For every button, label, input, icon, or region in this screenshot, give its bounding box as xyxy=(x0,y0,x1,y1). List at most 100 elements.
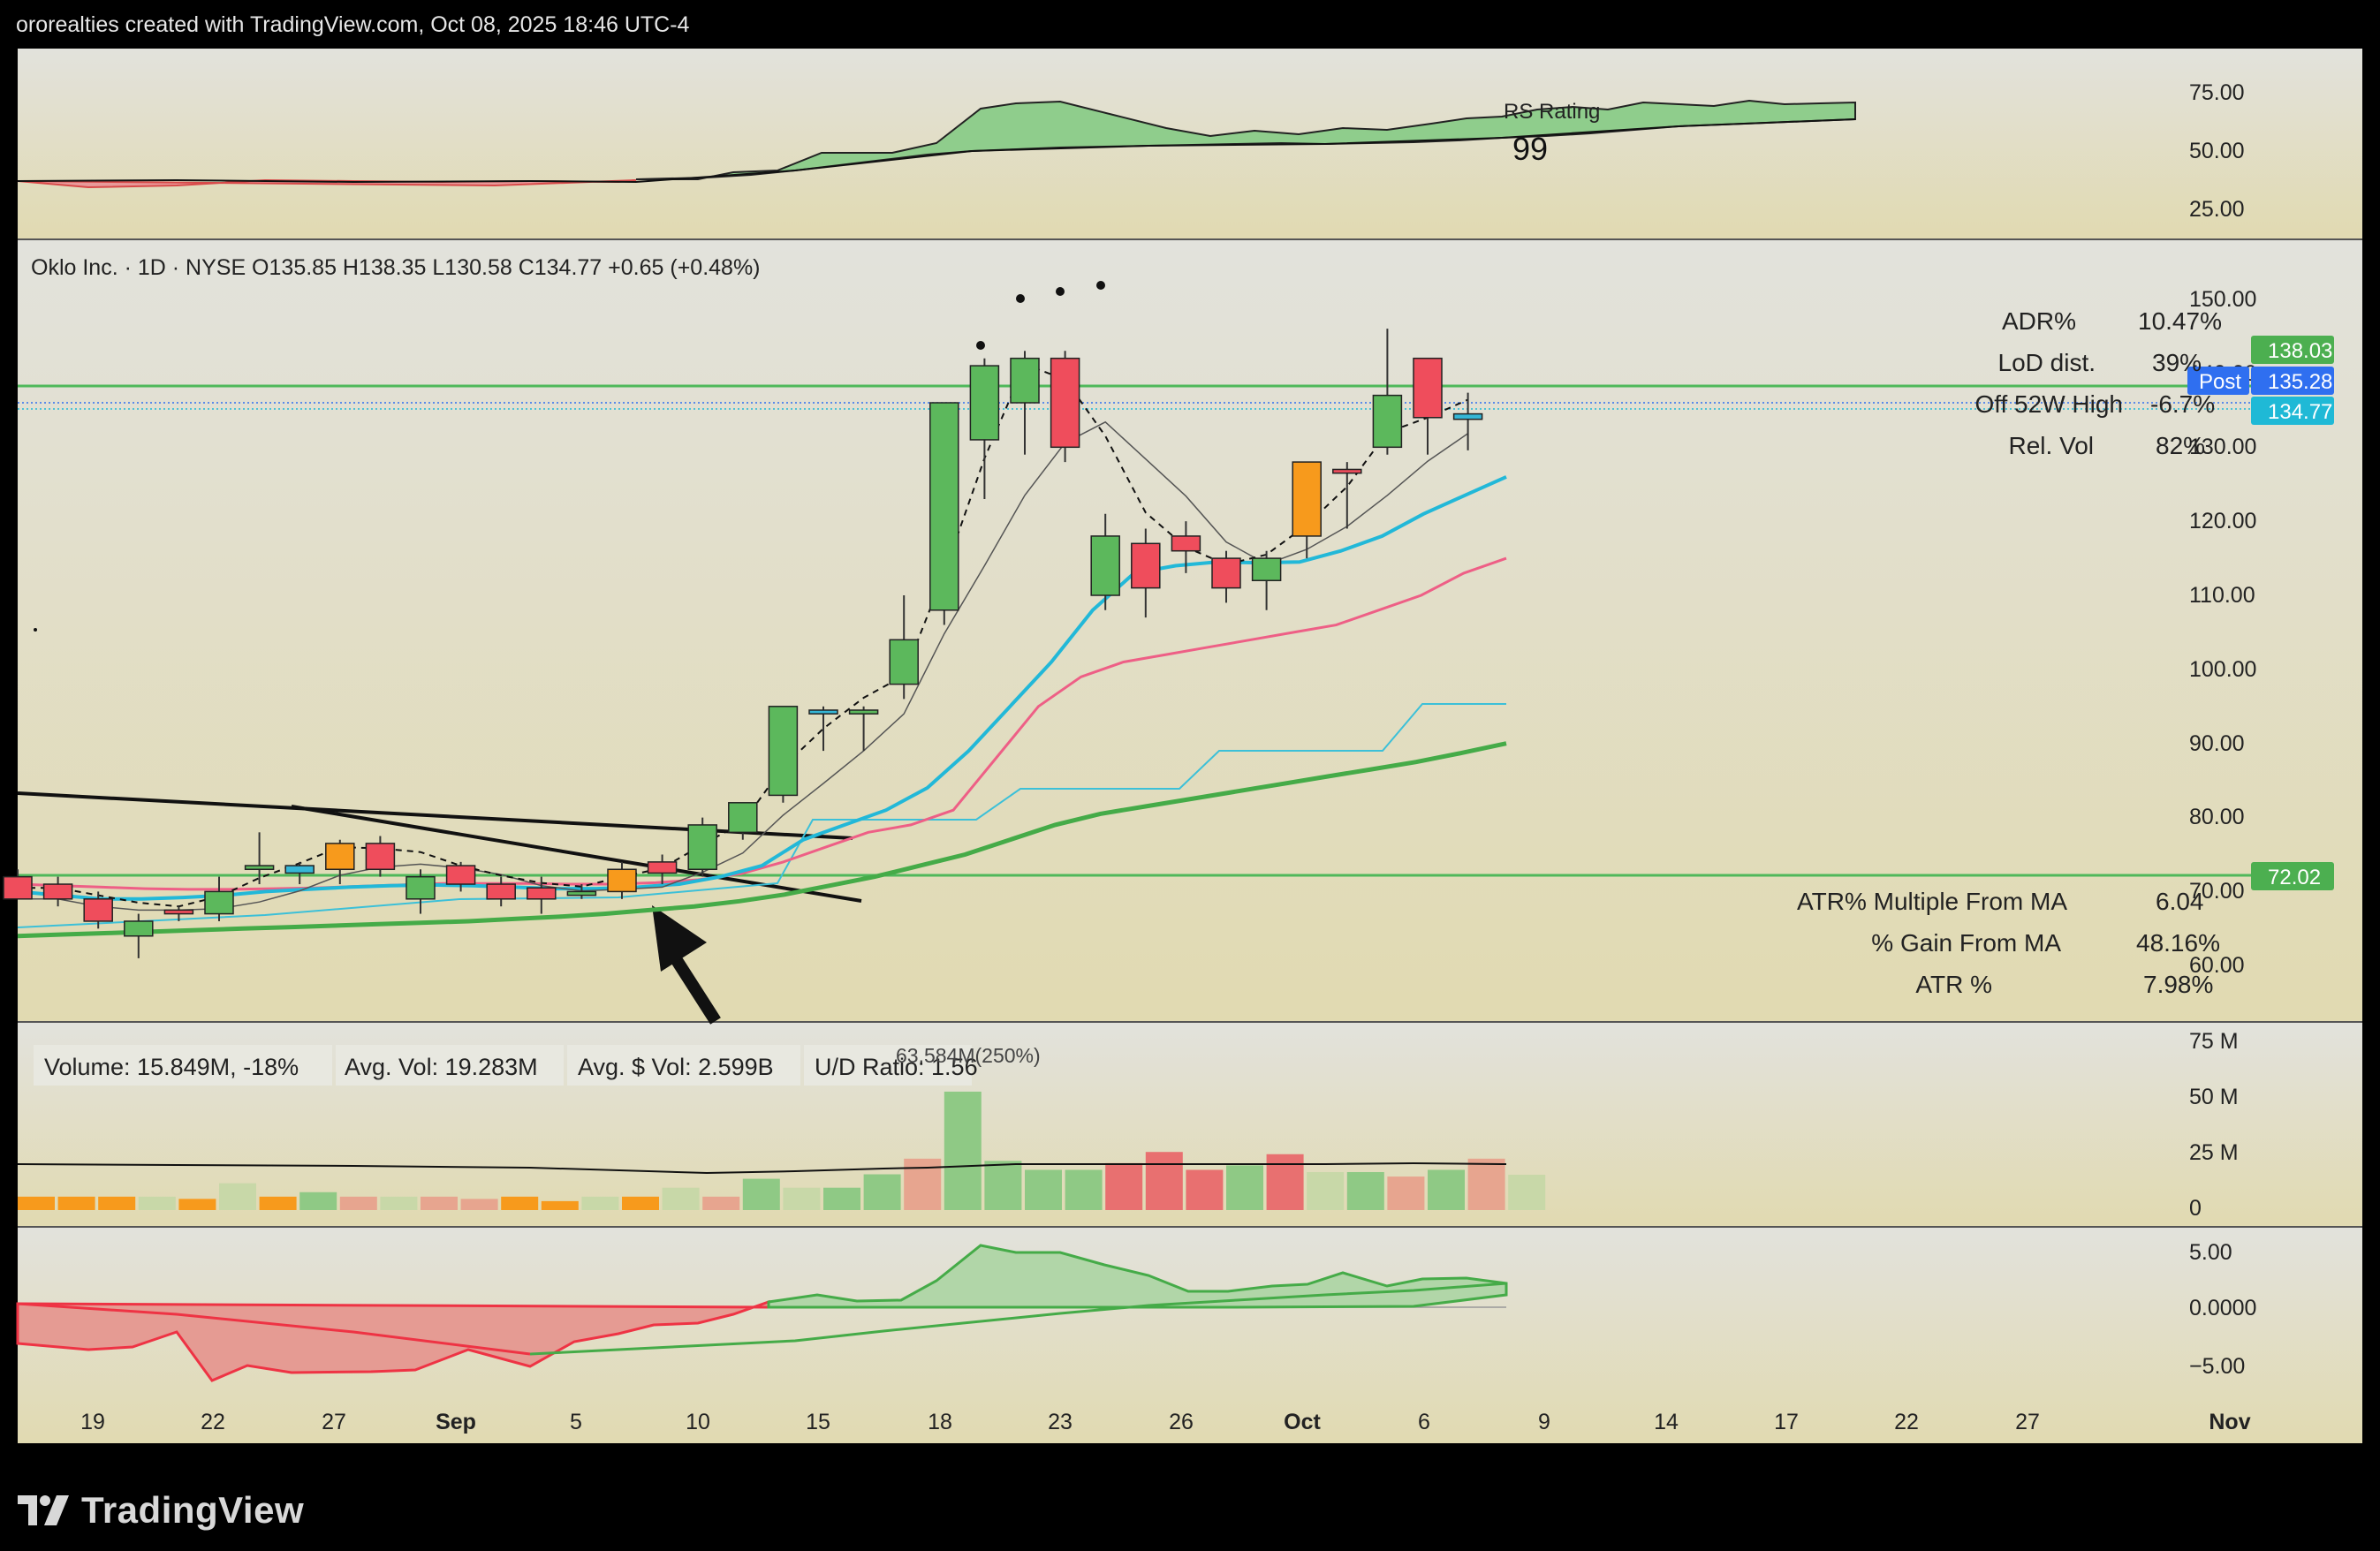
breakout-arrow-icon xyxy=(652,905,721,1025)
avg-vol-box: Avg. Vol: 19.283M xyxy=(345,1054,538,1080)
support-badge xyxy=(2251,862,2334,890)
ma10-line xyxy=(18,420,1469,912)
volume-box: Volume: 15.849M, -18% xyxy=(44,1054,299,1080)
volume-bar xyxy=(299,1192,337,1210)
candle-body xyxy=(1372,394,1403,449)
candle xyxy=(244,832,275,885)
candle-body xyxy=(808,709,838,715)
candle-body xyxy=(768,706,799,797)
candle xyxy=(1332,462,1362,529)
candle-body xyxy=(486,883,516,900)
volume-average-line xyxy=(17,1161,1506,1175)
volume-bar xyxy=(984,1161,1022,1210)
osc-area-red xyxy=(16,1299,770,1382)
candle xyxy=(3,869,33,900)
osc-signal-line-red xyxy=(17,1302,531,1356)
stat-value: 82% xyxy=(2156,432,2205,459)
brand-name: TradingView xyxy=(81,1489,305,1531)
volume-bar xyxy=(1467,1158,1505,1210)
candle xyxy=(889,595,919,700)
x-tick-label: 15 xyxy=(806,1410,830,1434)
post-badge-label-text: Post xyxy=(2199,370,2241,394)
candle-body xyxy=(1332,468,1362,474)
candle-body xyxy=(1251,557,1282,581)
candle xyxy=(808,706,838,752)
x-tick-label: 5 xyxy=(570,1410,582,1434)
candle-body xyxy=(325,843,355,871)
candle-body xyxy=(929,402,959,611)
candle xyxy=(1452,392,1483,450)
candle-body xyxy=(1452,412,1483,420)
x-tick-label: 10 xyxy=(686,1410,710,1434)
candle xyxy=(1372,329,1403,455)
volume-bar xyxy=(1346,1171,1384,1210)
stats-table-bottom: ATR% Multiple From MA 6.04 % Gain From M… xyxy=(1797,888,2220,998)
candle-body xyxy=(204,890,234,915)
volume-bar xyxy=(1226,1165,1263,1210)
candle-body xyxy=(1010,357,1040,404)
volume-tick: 25 M xyxy=(2189,1140,2239,1165)
candle xyxy=(42,876,73,907)
candle xyxy=(647,854,678,885)
candle-body xyxy=(244,865,275,871)
volume-bar xyxy=(138,1196,176,1210)
volume-bar xyxy=(178,1199,216,1210)
volume-bar xyxy=(501,1196,539,1210)
stat-label: ATR% Multiple From MA xyxy=(1797,888,2067,915)
price-tick: 90.00 xyxy=(2189,731,2245,756)
stat-label: Off 52W High xyxy=(1974,390,2123,418)
volume-bar xyxy=(1428,1169,1465,1210)
stat-value: 39% xyxy=(2152,349,2202,376)
candle xyxy=(1413,357,1443,455)
volume-tick: 75 M xyxy=(2189,1029,2239,1054)
candle xyxy=(687,817,717,877)
candle xyxy=(1050,351,1080,463)
osc-signal-line xyxy=(529,1282,1507,1356)
price-tick: 100.00 xyxy=(2189,657,2256,682)
stat-value: 10.47% xyxy=(2138,307,2222,335)
tradingview-logo[interactable]: TradingView xyxy=(18,1489,304,1532)
candle xyxy=(728,802,758,840)
volume-bar xyxy=(541,1200,579,1210)
rs-average-line xyxy=(17,118,1856,184)
tradingview-logo-icon xyxy=(18,1495,69,1525)
candle xyxy=(284,861,315,885)
candle xyxy=(1251,550,1282,610)
price-tick: 110.00 xyxy=(2189,583,2255,608)
volume-bar xyxy=(823,1187,860,1210)
candle-body xyxy=(1292,461,1322,537)
x-tick-label: Nov xyxy=(2209,1410,2250,1434)
volume-bar xyxy=(662,1187,700,1210)
volume-bar xyxy=(1508,1175,1546,1210)
resistance-badge xyxy=(2251,336,2334,364)
x-tick-label: 9 xyxy=(1538,1410,1550,1434)
rs-axis: 75.00 50.00 25.00 xyxy=(2189,80,2245,222)
close-badge-text: 134.77 xyxy=(2268,400,2332,424)
candle xyxy=(1131,528,1161,618)
candle xyxy=(83,891,113,929)
candle xyxy=(1292,461,1322,559)
volume-bar xyxy=(783,1187,821,1210)
stat-label: ATR % xyxy=(1915,971,1992,998)
rs-rating-label: RS Rating xyxy=(1504,100,1600,124)
price-tick: 130.00 xyxy=(2189,435,2256,459)
post-badge-text: 135.28 xyxy=(2268,370,2332,394)
stat-value: -6.7% xyxy=(2150,390,2215,418)
volume-axis: 75 M 50 M 25 M 0 xyxy=(2189,1029,2239,1221)
volume-bar xyxy=(1307,1171,1345,1210)
x-tick-label: 23 xyxy=(1048,1410,1073,1434)
price-tick: 120.00 xyxy=(2189,509,2256,533)
x-tick-label: 19 xyxy=(80,1410,105,1434)
candle xyxy=(848,706,879,752)
close-badge xyxy=(2251,397,2334,425)
candle-body xyxy=(3,875,33,900)
volume-bar xyxy=(1145,1152,1183,1210)
candle-body xyxy=(365,843,396,871)
price-axis: 150.00 140.00 130.00 120.00 110.00 100.0… xyxy=(2189,287,2256,978)
volume-bar xyxy=(1186,1169,1224,1210)
volume-bar xyxy=(18,1196,55,1210)
price-badges: 138.03 Post 135.28 134.77 72.02 xyxy=(2187,336,2334,890)
ud-ratio-box: U/D Ratio: 1.56 xyxy=(815,1054,978,1080)
candle-body xyxy=(607,868,637,893)
